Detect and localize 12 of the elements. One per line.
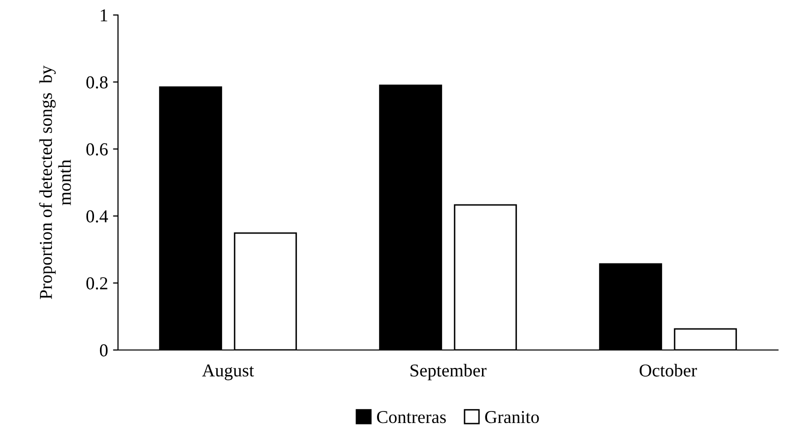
y-tick-label: 0: [100, 344, 108, 356]
x-tick-label: October: [640, 364, 697, 377]
legend-label: Contreras: [377, 411, 446, 424]
x-tick-label: August: [202, 364, 254, 380]
y-tick-label: 0.8: [86, 76, 108, 89]
x-tick-label: September: [410, 364, 486, 380]
y-axis-title: Proportion of detected songs by month: [39, 65, 71, 300]
y-tick-label: 0.4: [86, 210, 108, 223]
y-tick-label: 0.6: [86, 143, 108, 156]
legend-label: Granito: [485, 411, 539, 424]
y-tick-label: 0.2: [86, 277, 108, 290]
y-tick-label: 1: [100, 9, 108, 22]
